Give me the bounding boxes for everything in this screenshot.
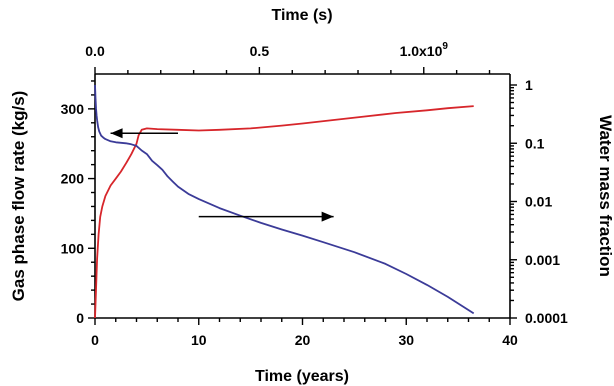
x-bottom-tick-label: 0 [91, 332, 99, 348]
gas-flow-rate-line [94, 105, 474, 319]
x-top-axis-title: Time (s) [271, 7, 332, 24]
x-bottom-tick-label: 30 [398, 332, 414, 348]
y-right-tick-label: 0.1 [525, 135, 545, 151]
x-bottom-tick-label: 40 [502, 332, 518, 348]
x-bottom-tick-label: 20 [295, 332, 311, 348]
y-right-tick-label: 0.001 [525, 252, 560, 268]
x-top-tick-label: 0.5 [250, 43, 270, 59]
arrow-to-right-axis [198, 211, 334, 222]
x-top-tick-label: 1.0x109 [400, 41, 449, 59]
x-bottom-axis-title: Time (years) [255, 368, 349, 385]
y-right-tick-label: 0.0001 [525, 310, 568, 326]
x-bottom-tick-label: 10 [191, 332, 207, 348]
y-left-axis-title: Gas phase flow rate (kg/s) [9, 91, 28, 302]
y-right-tick-label: 0.01 [525, 194, 552, 210]
y-left-tick-label: 100 [61, 240, 85, 256]
water-mass-fraction-line [94, 84, 475, 315]
y-left-tick-label: 0 [76, 310, 84, 326]
x-top-tick-label: 0.0 [85, 43, 105, 59]
y-right-tick-label: 1 [525, 77, 533, 93]
y-left-tick-label: 300 [61, 101, 85, 117]
y-left-tick-label: 200 [61, 171, 85, 187]
y-right-axis-title: Water mass fraction [596, 115, 614, 277]
arrow-to-left-axis [110, 128, 178, 139]
